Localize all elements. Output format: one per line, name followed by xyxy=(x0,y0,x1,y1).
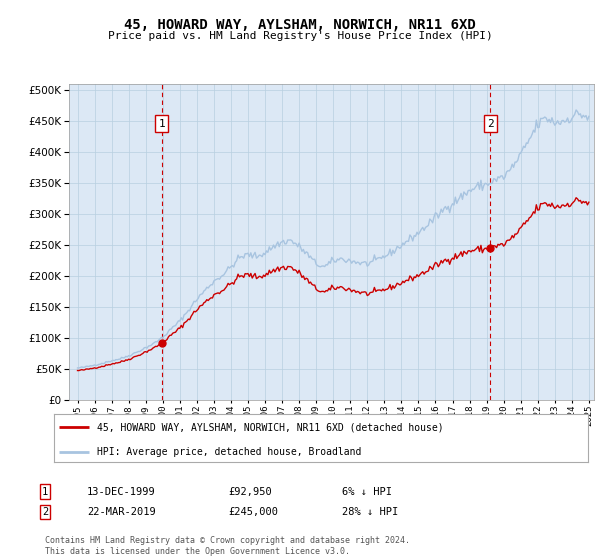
Text: £92,950: £92,950 xyxy=(228,487,272,497)
Text: 45, HOWARD WAY, AYLSHAM, NORWICH, NR11 6XD (detached house): 45, HOWARD WAY, AYLSHAM, NORWICH, NR11 6… xyxy=(97,422,443,432)
Text: HPI: Average price, detached house, Broadland: HPI: Average price, detached house, Broa… xyxy=(97,446,361,456)
Text: 13-DEC-1999: 13-DEC-1999 xyxy=(87,487,156,497)
Text: 28% ↓ HPI: 28% ↓ HPI xyxy=(342,507,398,517)
Text: £245,000: £245,000 xyxy=(228,507,278,517)
Text: 2: 2 xyxy=(42,507,48,517)
Text: 6% ↓ HPI: 6% ↓ HPI xyxy=(342,487,392,497)
Text: 1: 1 xyxy=(42,487,48,497)
Text: Contains HM Land Registry data © Crown copyright and database right 2024.
This d: Contains HM Land Registry data © Crown c… xyxy=(45,536,410,556)
Text: 1: 1 xyxy=(158,119,165,129)
Text: 22-MAR-2019: 22-MAR-2019 xyxy=(87,507,156,517)
Text: 2: 2 xyxy=(487,119,494,129)
Text: 45, HOWARD WAY, AYLSHAM, NORWICH, NR11 6XD: 45, HOWARD WAY, AYLSHAM, NORWICH, NR11 6… xyxy=(124,18,476,32)
Text: Price paid vs. HM Land Registry's House Price Index (HPI): Price paid vs. HM Land Registry's House … xyxy=(107,31,493,41)
